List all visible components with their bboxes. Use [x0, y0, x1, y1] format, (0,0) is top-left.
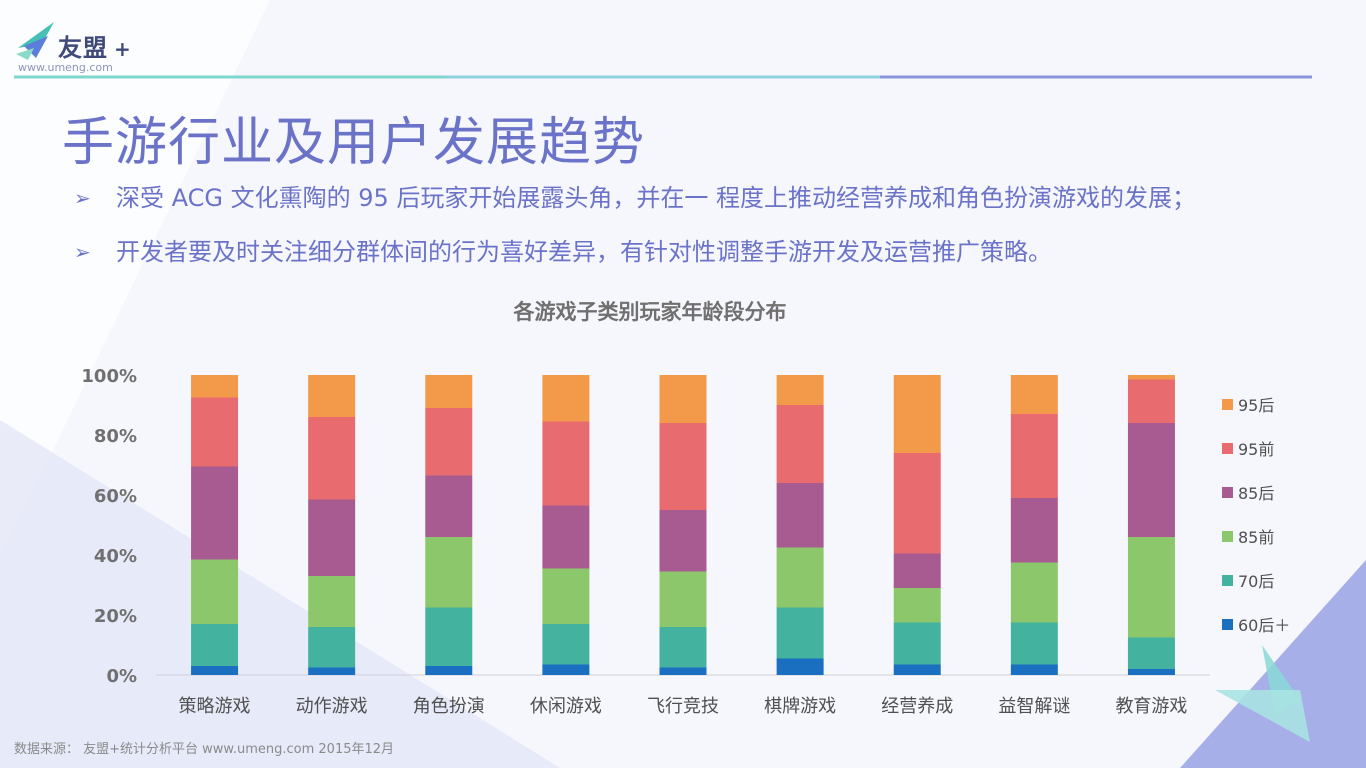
- logo-url: www.umeng.com: [18, 61, 113, 74]
- y-tick-label: 60%: [94, 486, 137, 507]
- page-title: 手游行业及用户发展趋势: [62, 113, 646, 173]
- x-tick-label: 休闲游戏: [530, 696, 602, 717]
- bar-segment: [308, 375, 356, 417]
- bar-segment: [308, 499, 356, 576]
- y-tick-label: 0%: [106, 666, 137, 687]
- bar-segment: [776, 483, 824, 548]
- bar-segment: [308, 627, 356, 668]
- bar-segment: [1127, 423, 1175, 537]
- bar-segment: [308, 667, 356, 675]
- legend-label: 70后: [1238, 572, 1274, 591]
- bar-segment: [659, 667, 707, 675]
- bullet-list: ➢ 深受 ACG 文化熏陶的 95 后玩家开始展露头角，并在一 程度上推动经营养…: [74, 180, 1196, 288]
- bar-segment: [776, 658, 824, 675]
- logo[interactable]: [14, 18, 164, 76]
- bar-segment: [1127, 637, 1175, 669]
- x-tick-label: 飞行竞技: [647, 696, 719, 717]
- bar-segment: [1127, 379, 1175, 423]
- bar-segment: [542, 664, 590, 675]
- legend-swatch: [1222, 619, 1233, 630]
- bar-segment: [659, 423, 707, 510]
- bar-segment: [659, 571, 707, 627]
- x-tick-label: 角色扮演: [413, 696, 485, 717]
- bar-segment: [1010, 622, 1058, 665]
- bullet-item: ➢ 开发者要及时关注细分群体间的行为喜好差异，有针对性调整手游开发及运营推广策略…: [74, 234, 1196, 288]
- logo-text: 友盟 +: [58, 34, 132, 62]
- x-tick-label: 经营养成: [881, 696, 953, 717]
- legend-label: 60后＋: [1238, 616, 1290, 635]
- arrow-bullet-icon: ➢: [74, 240, 91, 264]
- legend-label: 85后: [1238, 484, 1274, 503]
- legend-swatch: [1222, 399, 1233, 410]
- legend-swatch: [1222, 531, 1233, 542]
- bar-segment: [191, 397, 239, 467]
- bar-segment: [425, 537, 473, 608]
- chart-title: 各游戏子类别玩家年龄段分布: [513, 300, 787, 324]
- arrow-bullet-icon: ➢: [74, 186, 91, 210]
- bullet-item: ➢ 深受 ACG 文化熏陶的 95 后玩家开始展露头角，并在一 程度上推动经营养…: [74, 180, 1196, 234]
- bar-segment: [1010, 664, 1058, 675]
- x-tick-label: 策略游戏: [179, 696, 251, 717]
- bar-segment: [191, 375, 239, 398]
- bar-segment: [659, 627, 707, 668]
- bar-segment: [776, 547, 824, 608]
- bar-segment: [542, 624, 590, 665]
- bar-segment: [425, 666, 473, 675]
- bar-segment: [893, 588, 941, 623]
- legend-label: 95后: [1238, 396, 1274, 415]
- bar-segment: [425, 607, 473, 666]
- bar-segment: [1010, 498, 1058, 563]
- y-tick-label: 40%: [94, 546, 137, 567]
- bird-logo-icon: [16, 22, 54, 60]
- bar-segment: [542, 568, 590, 624]
- bar-segment: [1010, 414, 1058, 498]
- bar-segment: [776, 375, 824, 405]
- bar-segment: [191, 466, 239, 560]
- x-tick-label: 动作游戏: [296, 696, 368, 717]
- y-tick-label: 80%: [94, 426, 137, 447]
- x-tick-label: 益智解谜: [998, 696, 1070, 717]
- bar-segment: [776, 607, 824, 659]
- bar-segment: [776, 405, 824, 483]
- bar-segment: [542, 505, 590, 569]
- bar-segment: [191, 666, 239, 675]
- bar-segment: [1010, 562, 1058, 623]
- bar-segment: [542, 421, 590, 506]
- bar-segment: [659, 375, 707, 423]
- bar-segment: [425, 475, 473, 537]
- legend-swatch: [1222, 443, 1233, 454]
- bar-segment: [893, 622, 941, 665]
- bar-segment: [659, 510, 707, 572]
- bar-segment: [191, 559, 239, 624]
- bar-segment: [1010, 375, 1058, 414]
- legend-swatch: [1222, 575, 1233, 586]
- bar-segment: [542, 375, 590, 422]
- bar-segment: [893, 375, 941, 453]
- y-tick-label: 100%: [81, 366, 137, 387]
- y-tick-label: 20%: [94, 606, 137, 627]
- legend-label: 95前: [1238, 440, 1274, 459]
- legend-label: 85前: [1238, 528, 1274, 547]
- legend-swatch: [1222, 487, 1233, 498]
- bar-segment: [425, 408, 473, 476]
- bullet-text: 开发者要及时关注细分群体间的行为喜好差异，有针对性调整手游开发及运营推广策略。: [116, 238, 1052, 266]
- bullet-text: 深受 ACG 文化熏陶的 95 后玩家开始展露头角，并在一 程度上推动经营养成和…: [116, 184, 1197, 212]
- bar-segment: [1127, 669, 1175, 675]
- x-tick-label: 棋牌游戏: [764, 696, 836, 717]
- bar-segment: [893, 664, 941, 675]
- bar-segment: [1127, 375, 1175, 380]
- data-source-note: 数据来源： 友盟+统计分析平台 www.umeng.com 2015年12月: [14, 742, 395, 757]
- bar-segment: [308, 417, 356, 500]
- bar-segment: [425, 375, 473, 408]
- bar-segment: [308, 576, 356, 627]
- x-tick-label: 教育游戏: [1115, 696, 1187, 717]
- bar-segment: [1127, 537, 1175, 638]
- bar-segment: [191, 624, 239, 666]
- bar-segment: [893, 553, 941, 588]
- bar-segment: [893, 453, 941, 554]
